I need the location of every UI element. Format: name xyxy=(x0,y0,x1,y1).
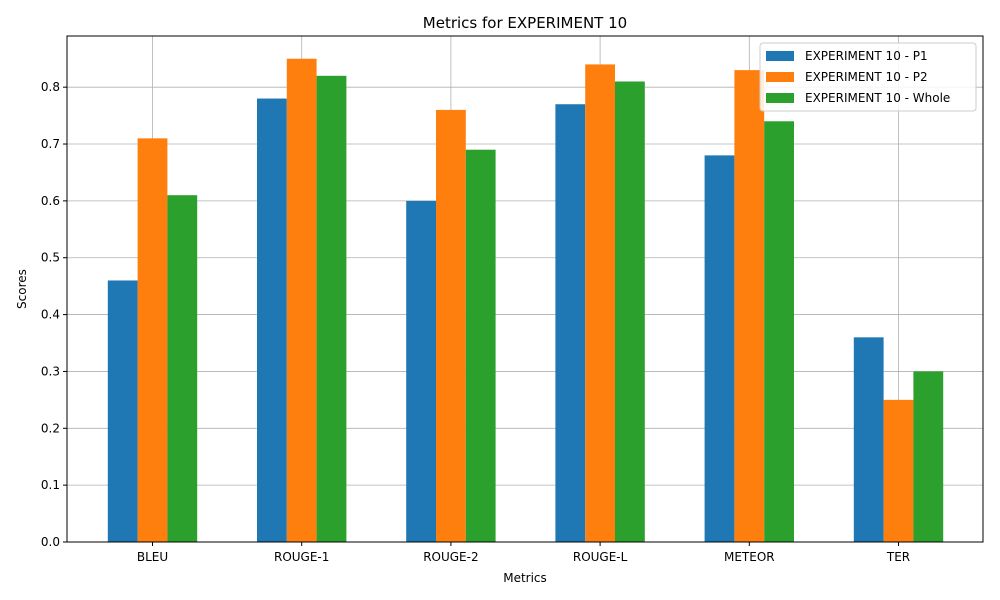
bar xyxy=(137,138,168,542)
y-tick-label: 0.3 xyxy=(41,364,60,378)
legend-box xyxy=(759,42,977,112)
x-tick-label: ROUGE-2 xyxy=(423,550,478,564)
x-tick-label: METEOR xyxy=(724,550,775,564)
bar xyxy=(167,195,198,542)
y-tick-label: 0.4 xyxy=(41,308,60,322)
bar xyxy=(585,64,615,542)
bar xyxy=(286,58,317,542)
bar xyxy=(107,280,138,542)
plot-frame xyxy=(66,35,984,543)
bar xyxy=(853,337,884,542)
bar xyxy=(555,104,586,542)
legend-label: EXPERIMENT 10 - Whole xyxy=(805,91,950,105)
bar xyxy=(913,371,944,542)
x-tick-label: BLEU xyxy=(137,550,168,564)
y-tick-label: 0.2 xyxy=(41,421,60,435)
bar xyxy=(883,399,914,542)
legend-label: EXPERIMENT 10 - P1 xyxy=(805,49,928,63)
chart-title: Metrics for EXPERIMENT 10 xyxy=(423,14,627,32)
legend-label: EXPERIMENT 10 - P2 xyxy=(805,70,928,84)
legend-swatch xyxy=(766,93,794,103)
bars-layer xyxy=(107,58,944,543)
bar xyxy=(764,121,794,543)
grid-layer xyxy=(67,36,983,543)
y-ticks: 0.0 0.1 0.2 0.3 0.4 0.5 0.6 0.7 0.8 xyxy=(41,80,67,549)
y-tick-label: 0.0 xyxy=(41,535,60,549)
legend-swatch xyxy=(766,72,794,82)
y-tick-label: 0.8 xyxy=(41,80,60,94)
x-tick-label: ROUGE-L xyxy=(573,550,628,564)
y-axis-label: Scores xyxy=(15,269,29,309)
bar xyxy=(704,155,735,543)
x-ticks: BLEU ROUGE-1 ROUGE-2 ROUGE-L METEOR TER xyxy=(137,542,910,564)
y-tick-label: 0.5 xyxy=(41,251,60,265)
x-tick-label: ROUGE-1 xyxy=(274,550,329,564)
y-tick-label: 0.1 xyxy=(41,478,60,492)
legend-swatch xyxy=(766,51,794,61)
legend: EXPERIMENT 10 - P1 EXPERIMENT 10 - P2 EXPE… xyxy=(759,42,977,112)
bar xyxy=(316,75,347,542)
bar xyxy=(615,81,645,542)
bar xyxy=(465,149,496,542)
x-axis-label: Metrics xyxy=(503,571,547,585)
bar xyxy=(436,109,466,543)
bar xyxy=(734,70,765,542)
bar xyxy=(257,98,287,542)
y-tick-label: 0.6 xyxy=(41,194,60,208)
y-tick-label: 0.7 xyxy=(41,137,60,151)
bar xyxy=(406,200,436,542)
x-tick-label: TER xyxy=(886,550,910,564)
